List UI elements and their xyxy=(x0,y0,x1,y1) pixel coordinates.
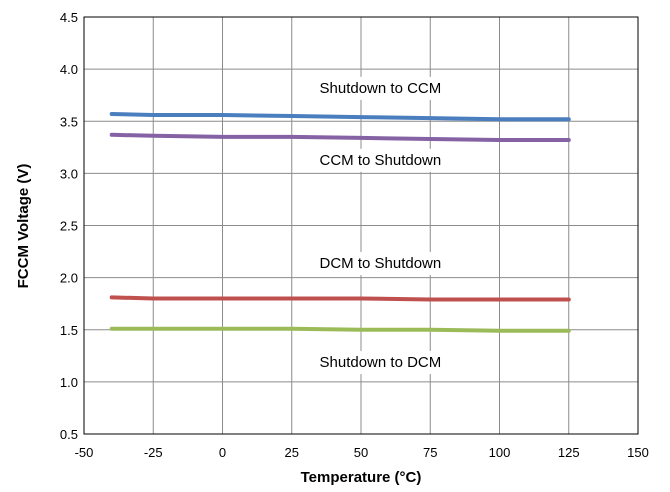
x-axis-title: Temperature (°C) xyxy=(301,469,422,486)
plot-area-frame xyxy=(83,16,639,435)
series-label: Shutdown to DCM xyxy=(320,354,442,371)
grid xyxy=(84,17,638,434)
y-tick-label: 2.0 xyxy=(60,271,78,286)
series-label-background xyxy=(309,252,452,276)
series-line-shutdown-to-dcm xyxy=(109,326,571,333)
y-tick-label: 4.0 xyxy=(60,62,78,77)
series-label-background xyxy=(309,148,452,172)
series-lines xyxy=(109,112,571,333)
y-tick-label: 2.5 xyxy=(60,219,78,234)
x-tick-labels: -50 -25 0 25 50 75 100 125 150 xyxy=(75,445,649,460)
series-line-ccm-to-shutdown xyxy=(109,132,571,142)
y-tick-label: 1.0 xyxy=(60,375,78,390)
series-line-dcm-to-shutdown xyxy=(109,295,571,302)
series-label: DCM to Shutdown xyxy=(320,255,442,272)
y-axis-title: FCCM Voltage (V) xyxy=(15,164,32,289)
x-tick-label: -25 xyxy=(144,445,163,460)
series-line-shutdown-to-ccm xyxy=(109,112,571,122)
series-label-background xyxy=(309,76,452,100)
series-labels: Shutdown to CCM CCM to Shutdown DCM to Shu… xyxy=(309,76,452,375)
x-tick-label: 150 xyxy=(627,445,649,460)
series-label: Shutdown to CCM xyxy=(320,80,442,97)
y-tick-labels: 0.5 1.0 1.5 2.0 2.5 3.0 3.5 4.0 4.5 xyxy=(60,10,78,442)
y-tick-label: 1.5 xyxy=(60,323,78,338)
y-tick-label: 3.5 xyxy=(60,114,78,129)
y-tick-label: 4.5 xyxy=(60,10,78,25)
x-tick-label: 0 xyxy=(219,445,226,460)
x-tick-label: 25 xyxy=(285,445,299,460)
x-tick-label: -50 xyxy=(75,445,94,460)
x-tick-label: 100 xyxy=(489,445,511,460)
x-tick-label: 75 xyxy=(423,445,437,460)
x-tick-label: 50 xyxy=(354,445,368,460)
y-tick-label: 0.5 xyxy=(60,427,78,442)
series-label-background xyxy=(309,351,452,375)
x-tick-label: 125 xyxy=(558,445,580,460)
y-tick-label: 3.0 xyxy=(60,166,78,181)
series-label: CCM to Shutdown xyxy=(320,152,442,169)
